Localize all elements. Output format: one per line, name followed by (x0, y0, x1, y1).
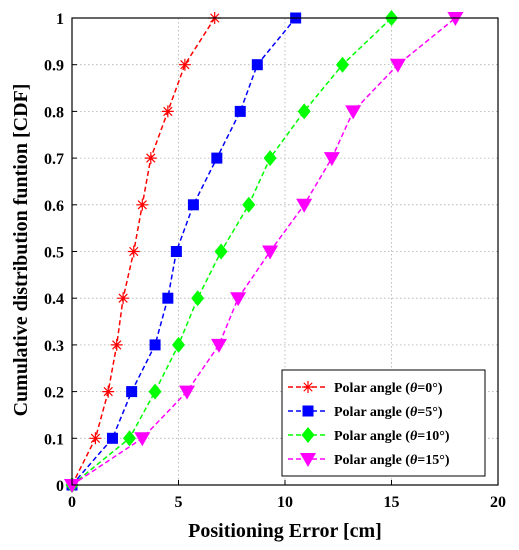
data-point (214, 243, 228, 260)
legend-item: Polar angle (θ=5°) (288, 405, 443, 420)
data-point (178, 58, 191, 71)
legend-swatch-marker (301, 427, 315, 443)
data-point (102, 385, 115, 398)
data-point (447, 12, 464, 26)
data-point (136, 198, 149, 211)
data-point (230, 292, 247, 307)
legend-label-suffix: =10°) (417, 429, 450, 444)
legend-label-prefix: Polar angle ( (334, 405, 410, 420)
x-tick-label: 10 (277, 494, 293, 511)
data-point (234, 105, 246, 117)
legend-label-prefix: Polar angle ( (334, 381, 410, 396)
data-point (211, 152, 223, 164)
legend: Polar angle (θ=0°)Polar angle (θ=5°)Pola… (281, 369, 486, 477)
series-3 (64, 12, 464, 493)
data-point (149, 339, 161, 351)
y-tick-label: 0.4 (44, 291, 64, 308)
data-point (296, 198, 313, 213)
y-tick-label: 0.9 (44, 58, 64, 75)
data-point (262, 245, 279, 260)
y-tick-label: 0.1 (44, 431, 64, 448)
data-point (161, 105, 174, 118)
legend-label: Polar angle (θ=5°) (334, 405, 443, 420)
legend-item: Polar angle (θ=15°) (288, 453, 450, 468)
data-point (323, 152, 340, 167)
x-tick-label: 15 (384, 494, 400, 511)
legend-item: Polar angle (θ=10°) (288, 427, 450, 444)
data-point (144, 152, 157, 165)
legend-label: Polar angle (θ=10°) (334, 429, 450, 444)
data-point (345, 105, 362, 120)
legend-label-symbol: θ (410, 453, 418, 468)
y-tick-label: 0.7 (44, 151, 64, 168)
y-tick-label: 1 (56, 11, 64, 28)
y-tick-label: 0.2 (44, 385, 64, 402)
legend-label: Polar angle (θ=15°) (334, 453, 450, 468)
x-tick-label: 20 (490, 494, 506, 511)
legend-label: Polar angle (θ=0°) (334, 381, 443, 396)
data-point (242, 196, 256, 213)
data-point (172, 336, 185, 353)
data-point (106, 432, 118, 444)
data-point (210, 338, 227, 353)
data-point (170, 246, 182, 257)
data-point (251, 59, 263, 71)
legend-label-suffix: =15°) (417, 453, 450, 468)
data-point (297, 103, 311, 120)
data-point (336, 56, 350, 73)
legend-label-suffix: =0°) (417, 381, 443, 396)
legend-item: Polar angle (θ=0°) (288, 381, 443, 396)
data-point (126, 386, 138, 398)
y-tick-label: 0.8 (44, 104, 64, 121)
legend-swatch-marker (302, 381, 314, 393)
plot-frame (71, 17, 499, 486)
legend-label-prefix: Polar angle ( (334, 429, 410, 444)
y-tick-label: 0.3 (44, 338, 64, 355)
x-axis-label: Positioning Error [cm] (188, 520, 382, 542)
data-point (64, 479, 80, 493)
legend-swatch-marker (302, 405, 314, 417)
data-point (110, 338, 123, 351)
data-point (89, 432, 102, 445)
legend-swatch-marker (300, 453, 316, 467)
legend-label-symbol: θ (410, 429, 418, 444)
data-point (134, 432, 151, 447)
legend-label-symbol: θ (410, 405, 418, 420)
x-tick-label: 0 (68, 494, 76, 511)
legend-label-prefix: Polar angle ( (334, 453, 410, 468)
data-point (263, 150, 277, 167)
x-tick-label: 5 (175, 494, 183, 511)
tick-labels: 0 5 10 15 20 0 0.1 0.2 0.3 0.4 0.5 0.6 0.7 0.8 0.9 1 (44, 11, 506, 511)
data-point (123, 430, 137, 447)
data-point (179, 385, 196, 400)
data-point (191, 290, 205, 307)
data-point (162, 292, 174, 304)
y-tick-label: 0.5 (44, 245, 64, 262)
data-point (187, 199, 199, 211)
series-layer (64, 10, 464, 493)
data-point (127, 245, 140, 258)
data-point (148, 383, 162, 400)
y-tick-label: 0 (56, 478, 64, 495)
y-tick-label: 0.6 (44, 198, 64, 215)
y-axis-label: Cumulative distribution funtion [CDF] (10, 84, 32, 417)
data-point (389, 58, 406, 73)
legend-label-symbol: θ (410, 381, 418, 396)
data-point (117, 292, 130, 305)
legend-label-suffix: =5°) (417, 405, 443, 420)
